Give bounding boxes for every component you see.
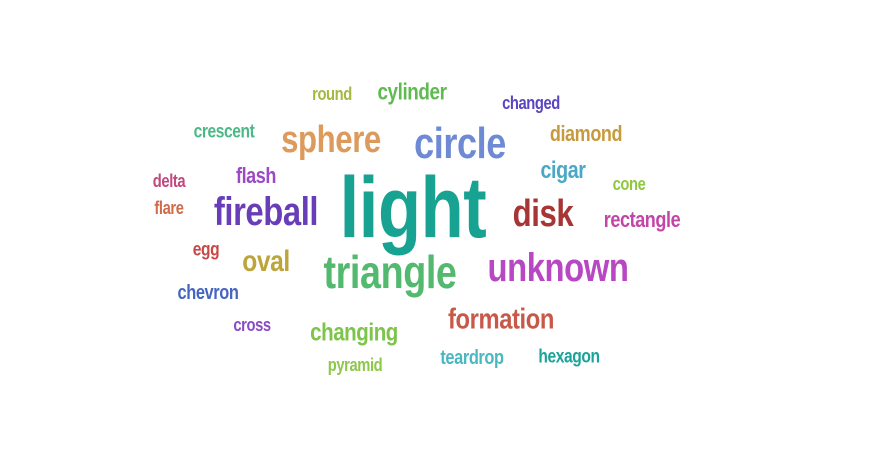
word-cone: cone xyxy=(612,174,646,194)
word-triangle: triangle xyxy=(323,246,457,298)
word-changed: changed xyxy=(502,93,560,113)
word-cross: cross xyxy=(233,315,271,335)
word-circle: circle xyxy=(414,119,506,168)
word-oval: oval xyxy=(242,245,290,278)
word-hexagon: hexagon xyxy=(538,346,600,368)
word-egg: egg xyxy=(192,239,220,261)
word-rectangle: rectangle xyxy=(603,207,681,232)
word-changing: changing xyxy=(310,318,398,347)
word-unknown: unknown xyxy=(487,246,629,290)
word-cigar: cigar xyxy=(540,157,586,184)
word-flash: flash xyxy=(235,163,277,188)
word-sphere: sphere xyxy=(281,119,381,161)
word-pyramid: pyramid xyxy=(327,355,383,375)
word-cylinder: cylinder xyxy=(377,78,447,105)
word-formation: formation xyxy=(448,303,554,336)
word-fireball: fireball xyxy=(213,190,319,234)
word-disk: disk xyxy=(512,193,574,235)
word-light: light xyxy=(339,160,487,256)
word-teardrop: teardrop xyxy=(440,347,504,369)
word-diamond: diamond xyxy=(549,121,623,146)
word-crescent: crescent xyxy=(193,121,255,143)
word-flare: flare xyxy=(154,198,184,218)
word-delta: delta xyxy=(152,171,186,191)
word-chevron: chevron xyxy=(177,282,239,304)
word-round: round xyxy=(312,84,352,104)
